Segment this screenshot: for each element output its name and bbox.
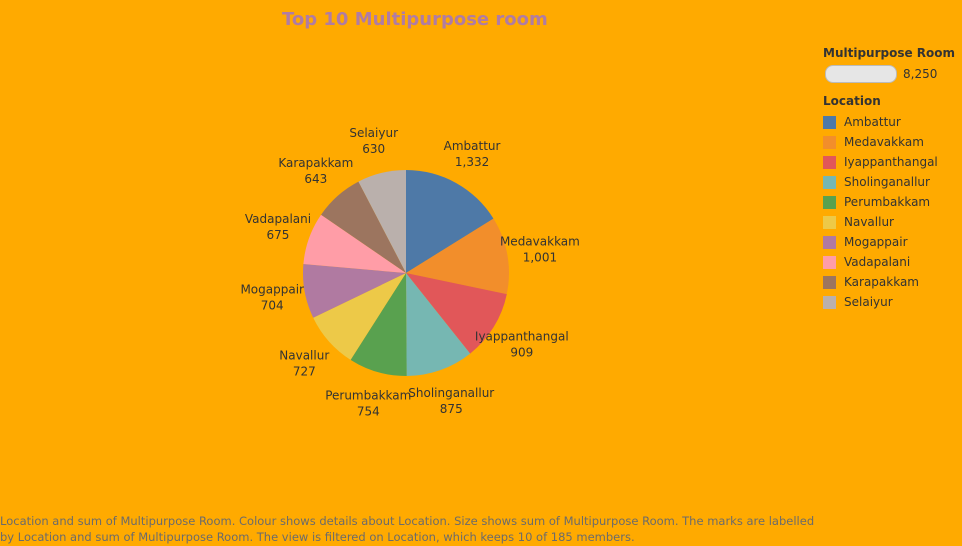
pie-slice-mogappair[interactable] — [303, 264, 406, 318]
legend-label: Mogappair — [844, 235, 908, 249]
pie-slice-selaiyur[interactable] — [358, 170, 406, 273]
legend-swatch — [823, 275, 836, 289]
size-legend: Multipurpose Room 8,250 — [823, 46, 958, 83]
size-legend-title: Multipurpose Room — [823, 46, 956, 60]
legend-swatch — [823, 115, 836, 129]
legend-label: Medavakkam — [844, 135, 924, 149]
legend-item-perumbakkam[interactable]: Perumbakkam — [823, 192, 958, 212]
slice-label-sholinganallur: Sholinganallur 875 — [408, 386, 494, 416]
pie-slice-navallur[interactable] — [313, 273, 406, 360]
size-legend-row: 8,250 — [823, 65, 958, 83]
legend-item-medavakkam[interactable]: Medavakkam — [823, 132, 958, 152]
legend-label: Karapakkam — [844, 275, 919, 289]
pie-slice-perumbakkam[interactable] — [350, 273, 407, 376]
size-legend-bar — [825, 65, 897, 83]
legend-label: Perumbakkam — [844, 195, 931, 209]
pie-slice-sholinganallur[interactable] — [406, 273, 471, 376]
legend-item-ambattur[interactable]: Ambattur — [823, 112, 958, 132]
pie-slice-vadapalani[interactable] — [303, 214, 406, 273]
legend-swatch — [823, 195, 836, 209]
pie-labels: Ambattur 1,332 Medavakkam 1,001 Iyappanthang… — [240, 126, 579, 419]
size-legend-value: 8,250 — [903, 67, 938, 81]
legend-swatch — [823, 295, 836, 309]
legend-label: Vadapalani — [844, 255, 911, 269]
legend-label: Sholinganallur — [844, 175, 930, 189]
legend-item-vadapalani[interactable]: Vadapalani — [823, 252, 958, 272]
legend-swatch — [823, 215, 836, 229]
legend-item-karapakkam[interactable]: Karapakkam — [823, 272, 958, 292]
legend-swatch — [823, 135, 836, 149]
legend-swatch — [823, 155, 836, 169]
color-legend: Location Ambattur Medavakkam Iyappanthanga… — [823, 94, 958, 312]
slice-label-mogappair: Mogappair 704 — [240, 282, 304, 312]
slice-label-selaiyur: Selaiyur 630 — [349, 126, 398, 156]
legend-swatch — [823, 255, 836, 269]
slice-label-vadapalani: Vadapalani 675 — [245, 212, 311, 242]
pie-slice-iyappanthangal[interactable] — [406, 273, 507, 354]
color-legend-title: Location — [823, 94, 881, 108]
slice-label-ambattur: Ambattur 1,332 — [444, 139, 501, 169]
legend-swatch — [823, 175, 836, 189]
legend-item-iyappanthangal[interactable]: Iyappanthangal — [823, 152, 958, 172]
pie-slice-ambattur[interactable] — [406, 170, 494, 273]
slice-label-medavakkam: Medavakkam 1,001 — [500, 234, 580, 264]
legend-label: Ambattur — [844, 115, 901, 129]
chart-title: Top 10 Multipurpose room — [282, 9, 548, 30]
pie-slice-medavakkam[interactable] — [406, 218, 509, 295]
legend-label: Iyappanthangal — [844, 155, 938, 169]
legend-item-navallur[interactable]: Navallur — [823, 212, 958, 232]
color-legend-items: Ambattur Medavakkam Iyappanthangal Sholinga… — [823, 112, 958, 312]
legend-item-sholinganallur[interactable]: Sholinganallur — [823, 172, 958, 192]
legend-item-selaiyur[interactable]: Selaiyur — [823, 292, 958, 312]
pie-slices — [303, 170, 509, 376]
slice-label-karapakkam: Karapakkam 643 — [278, 156, 353, 186]
chart-caption: Location and sum of Multipurpose Room. C… — [0, 514, 815, 544]
legend-label: Selaiyur — [844, 295, 893, 309]
legend-label: Navallur — [844, 215, 894, 229]
legend-swatch — [823, 235, 836, 249]
slice-label-iyappanthangal: Iyappanthangal 909 — [475, 329, 569, 359]
slice-label-navallur: Navallur 727 — [279, 348, 329, 378]
pie-slice-karapakkam[interactable] — [321, 181, 406, 273]
legend-item-mogappair[interactable]: Mogappair — [823, 232, 958, 252]
slice-label-perumbakkam: Perumbakkam 754 — [325, 389, 411, 419]
